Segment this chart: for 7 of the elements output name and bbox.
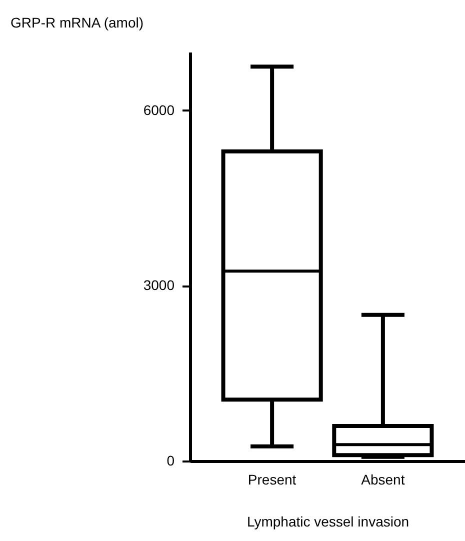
x-tick-label: Absent <box>361 472 405 488</box>
y-tick-label: 6000 <box>143 102 175 118</box>
x-axis-title: Lymphatic vessel invasion <box>246 514 410 530</box>
x-tick-label: Present <box>248 472 296 488</box>
y-tick-label: 3000 <box>143 277 175 294</box>
y-axis-title: GRP-R mRNA (amol) <box>10 14 144 30</box>
y-tick-label: 0 <box>166 452 175 468</box>
